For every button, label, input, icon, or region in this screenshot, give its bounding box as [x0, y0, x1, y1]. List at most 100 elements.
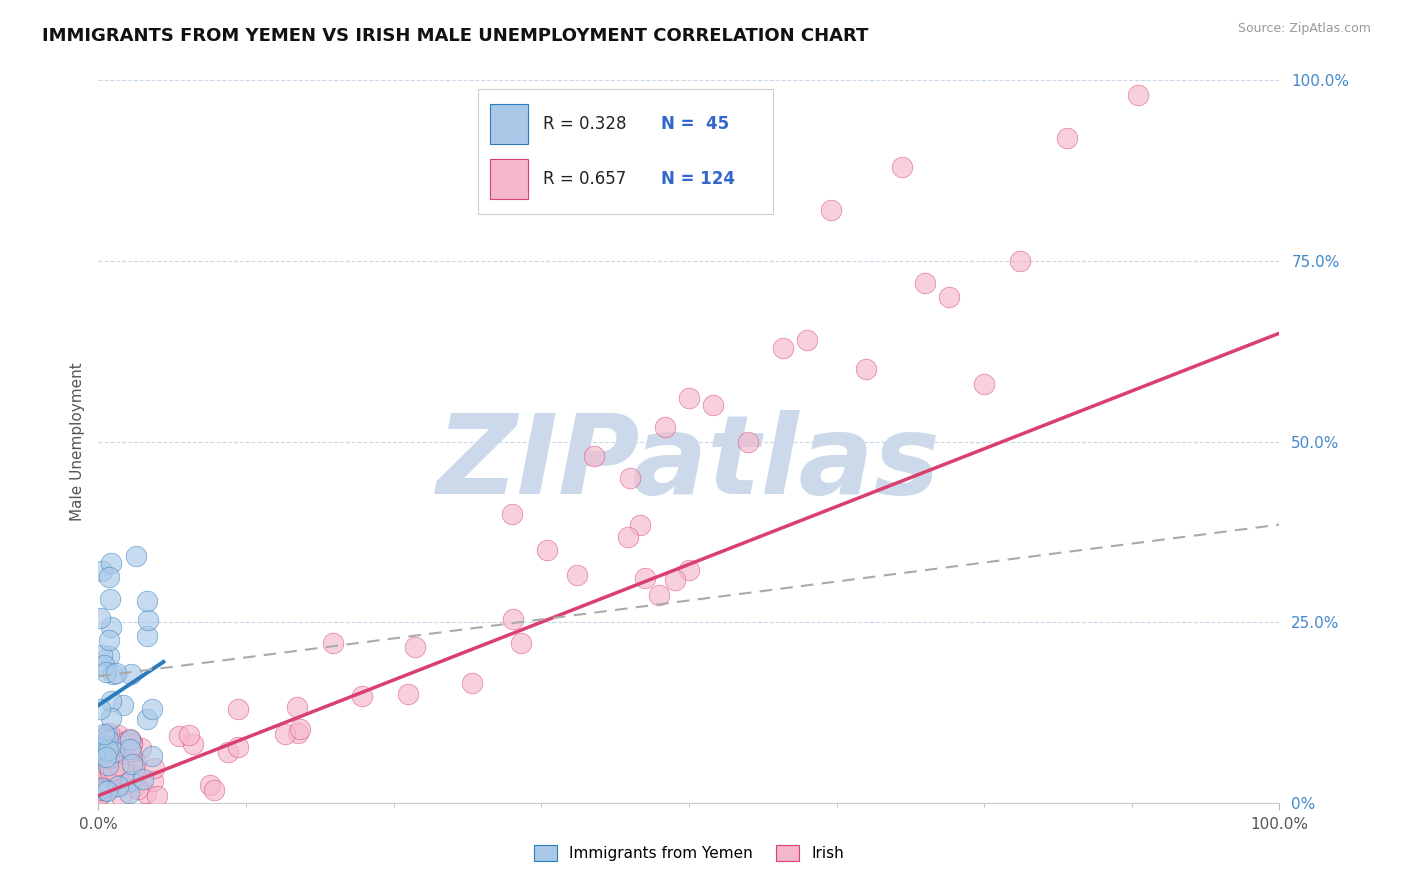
Point: [648, 588, 671, 602]
Point: [93, 726, 115, 740]
Point: [120, 732, 142, 747]
Point: [678, 391, 700, 405]
Point: [101, 767, 124, 781]
Point: [89, 743, 111, 757]
Point: [98, 632, 121, 647]
Point: [772, 341, 794, 355]
Point: [101, 763, 124, 777]
Point: [583, 449, 606, 463]
Point: [352, 690, 374, 704]
Point: [973, 376, 995, 391]
Point: [1126, 87, 1149, 102]
Point: [274, 727, 297, 741]
Point: [142, 773, 165, 788]
Point: [287, 726, 309, 740]
Point: [89, 782, 111, 797]
Point: [98, 570, 121, 584]
Point: [89, 735, 111, 749]
Point: [737, 434, 759, 449]
Point: [103, 780, 125, 794]
Point: [89, 774, 111, 789]
Point: [112, 758, 135, 772]
Point: [98, 592, 121, 607]
Point: [90, 747, 112, 761]
Point: [98, 762, 121, 776]
Point: [938, 290, 960, 304]
Point: [914, 276, 936, 290]
Point: [97, 648, 120, 663]
Point: [288, 722, 311, 736]
Point: [107, 779, 129, 793]
Point: [90, 737, 112, 751]
Point: [93, 731, 115, 745]
Point: [98, 745, 121, 759]
Point: [1056, 131, 1078, 145]
Point: [94, 665, 117, 679]
Point: [96, 784, 118, 798]
Point: [146, 789, 169, 803]
Point: [322, 636, 344, 650]
Point: [287, 700, 309, 714]
Text: IMMIGRANTS FROM YEMEN VS IRISH MALE UNEMPLOYMENT CORRELATION CHART: IMMIGRANTS FROM YEMEN VS IRISH MALE UNEM…: [42, 27, 869, 45]
Point: [96, 779, 118, 793]
Point: [634, 571, 657, 585]
Point: [120, 744, 142, 758]
Point: [198, 778, 221, 792]
Point: [93, 745, 115, 759]
Point: [93, 774, 115, 789]
Point: [89, 611, 111, 625]
Point: [855, 362, 877, 376]
Point: [617, 530, 640, 544]
Point: [90, 781, 112, 796]
Point: [108, 776, 131, 790]
Point: [125, 769, 148, 783]
Point: [89, 749, 111, 764]
Point: [91, 761, 114, 775]
Point: [89, 741, 111, 756]
Point: [115, 737, 138, 751]
Point: [125, 549, 148, 564]
Point: [118, 773, 141, 788]
Point: [118, 733, 141, 747]
Point: [111, 767, 134, 781]
Point: [107, 728, 129, 742]
Point: [91, 564, 114, 578]
Point: [118, 786, 141, 800]
Point: [89, 740, 111, 755]
Point: [820, 203, 842, 218]
Point: [179, 728, 201, 742]
Point: [114, 735, 136, 749]
Point: [108, 775, 131, 789]
Point: [124, 780, 146, 795]
Point: [619, 470, 641, 484]
Point: [98, 751, 121, 765]
Point: [502, 612, 524, 626]
Point: [112, 698, 135, 713]
Point: [135, 786, 157, 800]
Point: [94, 771, 117, 785]
Point: [142, 761, 165, 775]
Point: [664, 573, 686, 587]
Text: ZIPatlas: ZIPatlas: [437, 409, 941, 516]
Point: [93, 742, 115, 756]
Point: [96, 783, 118, 797]
Text: Source: ZipAtlas.com: Source: ZipAtlas.com: [1237, 22, 1371, 36]
Point: [136, 594, 159, 608]
Point: [98, 726, 121, 740]
Point: [890, 160, 912, 174]
Point: [135, 629, 157, 643]
Point: [509, 636, 531, 650]
Point: [100, 711, 122, 725]
Point: [104, 776, 127, 790]
Point: [89, 780, 111, 795]
Point: [97, 746, 120, 760]
Text: N = 124: N = 124: [661, 170, 735, 188]
Point: [89, 783, 111, 797]
Point: [129, 740, 152, 755]
Point: [120, 742, 142, 756]
Point: [202, 783, 225, 797]
Point: [96, 772, 118, 786]
Point: [96, 765, 118, 780]
Text: R = 0.657: R = 0.657: [543, 170, 626, 188]
Point: [90, 772, 112, 786]
